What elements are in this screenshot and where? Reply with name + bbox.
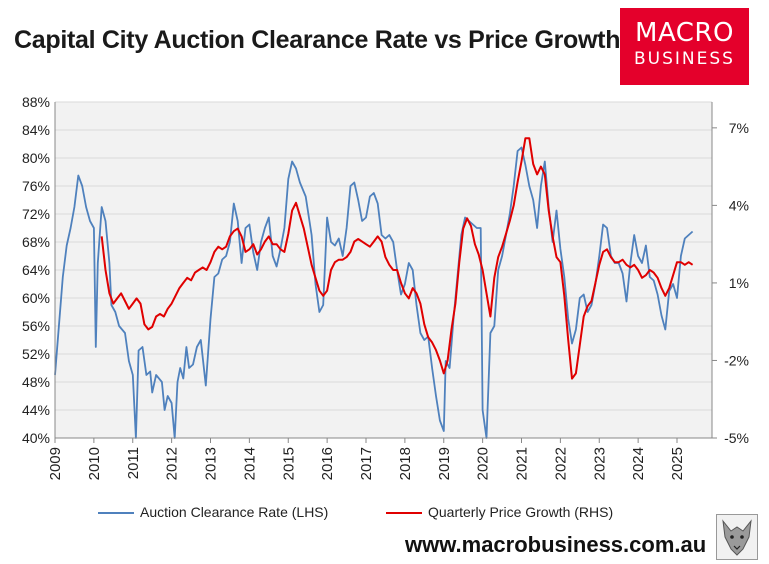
- x-tick-label: 2023: [591, 447, 608, 480]
- y-left-tick-label: 40%: [22, 430, 50, 446]
- series-line-price-growth: [100, 137, 694, 380]
- y-left-tick-label: 52%: [22, 346, 50, 362]
- y-left-tick-label: 80%: [22, 150, 50, 166]
- wolf-logo-icon: [716, 514, 758, 560]
- x-tick-label: 2019: [436, 447, 453, 480]
- y-right-tick-label: 4%: [729, 197, 749, 213]
- legend-label-rhs: Quarterly Price Growth (RHS): [428, 504, 614, 520]
- series-line-clearance-rate: [54, 146, 694, 439]
- x-tick-label: 2012: [164, 447, 181, 480]
- y-left-tick-label: 44%: [22, 402, 50, 418]
- legend-label-lhs: Auction Clearance Rate (LHS): [140, 504, 329, 520]
- y-left-tick-label: 84%: [22, 122, 50, 138]
- y-left-tick-label: 60%: [22, 290, 50, 306]
- y-left-tick-label: 56%: [22, 318, 50, 334]
- x-tick-label: 2020: [475, 447, 492, 480]
- x-tick-label: 2024: [630, 447, 647, 480]
- y-axis-right-labels: 7% 4% 1% -2% -5%: [712, 120, 749, 446]
- x-tick-label: 2021: [514, 447, 531, 480]
- y-right-tick-label: 1%: [729, 275, 749, 291]
- x-tick-label: 2009: [47, 447, 64, 480]
- y-left-tick-label: 76%: [22, 178, 50, 194]
- series-lines: [54, 137, 694, 439]
- y-left-tick-label: 72%: [22, 206, 50, 222]
- x-tick-label: 2015: [280, 447, 297, 480]
- logo-line1: MACRO: [635, 18, 734, 48]
- legend-item-rhs: Quarterly Price Growth (RHS): [386, 504, 613, 520]
- x-tick-label: 2010: [86, 447, 103, 480]
- y-right-tick-label: -2%: [724, 352, 749, 368]
- y-left-tick-label: 48%: [22, 374, 50, 390]
- x-axis-labels: 2009 2010 2011 2012 2013 2014 2015 2016 2017 2018…: [47, 438, 686, 480]
- website-url: www.macrobusiness.com.au: [405, 532, 707, 557]
- x-tick-label: 2013: [203, 447, 220, 480]
- y-left-tick-label: 68%: [22, 234, 50, 250]
- x-tick-label: 2018: [397, 447, 414, 480]
- x-tick-label: 2017: [358, 447, 375, 480]
- x-tick-label: 2014: [241, 447, 258, 480]
- y-axis-left-labels: 88% 84% 80% 76% 72% 68% 64% 60% 56% 52% 48% 44% 40%: [22, 94, 50, 446]
- x-tick-label: 2022: [552, 447, 569, 480]
- legend-swatch-rhs: [386, 512, 422, 515]
- y-left-tick-label: 88%: [22, 94, 50, 110]
- x-tick-label: 2025: [669, 447, 686, 480]
- legend-swatch-lhs: [98, 512, 134, 515]
- y-right-tick-label: 7%: [729, 120, 749, 136]
- x-tick-label: 2016: [319, 447, 336, 480]
- x-tick-label: 2011: [125, 447, 142, 479]
- macrobusiness-logo-icon: MACRO BUSINESS: [620, 8, 749, 85]
- logo-line2: BUSINESS: [634, 49, 735, 69]
- page-title: Capital City Auction Clearance Rate vs P…: [14, 26, 621, 54]
- y-right-tick-label: -5%: [724, 430, 749, 446]
- legend-item-lhs: Auction Clearance Rate (LHS): [98, 504, 328, 520]
- y-left-tick-label: 64%: [22, 262, 50, 278]
